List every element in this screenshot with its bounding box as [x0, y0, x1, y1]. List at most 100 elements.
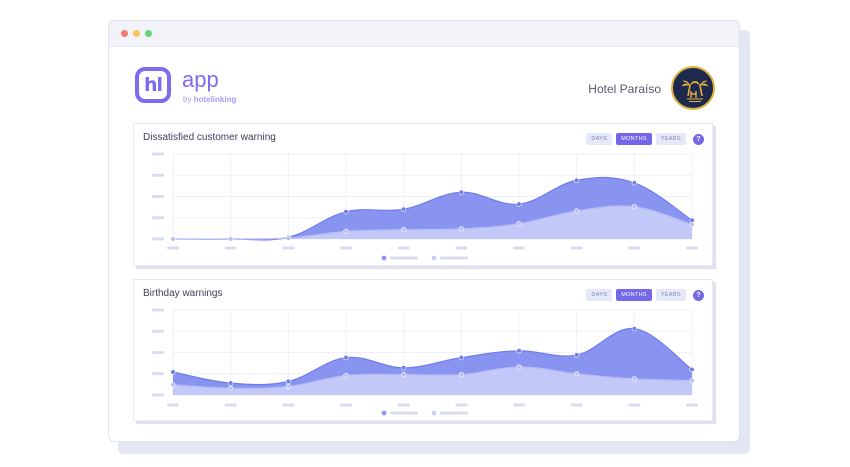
- data-point-s1: [689, 221, 695, 228]
- hotel-avatar[interactable]: [671, 66, 715, 110]
- legend-marker-0: [381, 255, 387, 261]
- series-line-1: [172, 366, 693, 390]
- legend-label-placeholder-0: [390, 411, 418, 415]
- x-tick-placeholder: [340, 246, 352, 250]
- data-point-s0: [458, 354, 464, 361]
- window-minimize-dot[interactable]: [133, 30, 140, 37]
- y-tick-placeholder: [152, 351, 164, 354]
- period-days-button[interactable]: DAYS: [586, 289, 613, 301]
- data-point-s1: [458, 371, 464, 378]
- hotel-palm-logo-icon: [681, 80, 709, 102]
- period-years-button[interactable]: YEARS: [655, 289, 686, 301]
- series-line-1: [172, 205, 693, 240]
- data-point-s1: [401, 227, 407, 233]
- x-tick-placeholder: [455, 403, 468, 407]
- x-tick-placeholder: [686, 403, 698, 407]
- data-point-s1: [516, 221, 522, 227]
- y-tick-placeholder: [152, 308, 164, 312]
- data-point-s1: [343, 228, 349, 234]
- y-tick-placeholder: [152, 393, 164, 397]
- x-tick-placeholder: [167, 246, 179, 250]
- legend-label-placeholder-0: [390, 256, 418, 260]
- data-point-s0: [631, 180, 637, 186]
- data-point-s0: [343, 354, 349, 361]
- x-tick-placeholder: [686, 246, 698, 250]
- data-point-s0: [516, 201, 522, 207]
- x-tick-placeholder: [224, 403, 237, 407]
- data-point-s1: [458, 226, 464, 232]
- data-point-s0: [574, 352, 580, 358]
- chart-title: Birthday warnings: [143, 288, 223, 299]
- data-point-s1: [170, 236, 176, 242]
- data-point-s0: [516, 348, 522, 354]
- chart-title: Dissatisfied customer warning: [143, 132, 276, 143]
- x-tick-placeholder: [397, 403, 410, 407]
- period-months-button[interactable]: MONTHS: [616, 289, 652, 301]
- legend-marker-1: [431, 255, 437, 261]
- x-tick-placeholder: [628, 246, 641, 250]
- help-icon[interactable]: ?: [693, 289, 704, 301]
- data-point-s0: [401, 365, 407, 371]
- app-header: hl app by hotelinking Hotel Paraíso: [109, 47, 739, 121]
- data-point-s1: [228, 236, 234, 242]
- chart-card-birthday: Birthday warnings DAYS MONTHS YEARS ?: [133, 279, 713, 421]
- x-tick-placeholder: [570, 246, 583, 250]
- app-logo-name: app: [182, 67, 219, 92]
- period-selector: DAYS MONTHS YEARS ?: [586, 133, 704, 145]
- window-close-dot[interactable]: [121, 30, 128, 37]
- x-tick-placeholder: [224, 246, 237, 250]
- data-point-s1: [285, 383, 291, 390]
- y-tick-placeholder: [152, 152, 164, 156]
- x-tick-placeholder: [455, 246, 468, 250]
- area-chart-birthday: [152, 308, 698, 416]
- y-tick-placeholder: [152, 216, 164, 220]
- window-maximize-dot[interactable]: [145, 30, 152, 37]
- chart-card-dissatisfied: Dissatisfied customer warning DAYS MONTH…: [133, 123, 713, 266]
- period-days-button[interactable]: DAYS: [586, 133, 613, 145]
- x-tick-placeholder: [513, 403, 525, 407]
- logo-by-text: by: [183, 95, 192, 104]
- data-point-s1: [631, 204, 637, 210]
- hotel-name: Hotel Paraíso: [588, 82, 661, 96]
- help-icon[interactable]: ?: [693, 133, 704, 145]
- data-point-s1: [516, 364, 522, 370]
- browser-window: hl app by hotelinking Hotel Paraíso: [108, 20, 740, 442]
- data-point-s0: [631, 326, 637, 332]
- data-point-s0: [401, 206, 407, 212]
- legend-label-placeholder-1: [440, 411, 468, 415]
- data-point-s0: [285, 378, 291, 384]
- series-line-0: [172, 176, 693, 241]
- period-years-button[interactable]: YEARS: [655, 133, 686, 145]
- data-point-s1: [285, 235, 291, 241]
- x-tick-placeholder: [628, 403, 641, 407]
- x-tick-placeholder: [397, 246, 410, 250]
- data-point-s0: [343, 209, 349, 215]
- y-tick-placeholder: [152, 173, 164, 177]
- x-tick-placeholder: [340, 403, 352, 407]
- x-tick-placeholder: [282, 246, 295, 250]
- app-logo-mark[interactable]: hl: [135, 67, 171, 103]
- y-tick-placeholder: [152, 372, 164, 376]
- y-tick-placeholder: [152, 195, 164, 198]
- data-point-s0: [574, 177, 580, 183]
- y-tick-placeholder: [152, 237, 164, 241]
- data-point-s0: [689, 366, 695, 373]
- data-point-s0: [689, 217, 695, 223]
- y-tick-placeholder: [152, 329, 164, 333]
- period-months-button[interactable]: MONTHS: [616, 133, 652, 145]
- legend-marker-1: [431, 410, 437, 416]
- data-point-s1: [228, 385, 234, 391]
- period-selector: DAYS MONTHS YEARS ?: [586, 289, 704, 301]
- area-chart-dissatisfied: [152, 152, 698, 261]
- window-titlebar: [109, 21, 739, 47]
- data-point-s1: [574, 371, 580, 377]
- series-line-0: [172, 328, 693, 386]
- x-tick-placeholder: [282, 403, 295, 407]
- x-tick-placeholder: [167, 403, 179, 407]
- series-area-1: [173, 366, 692, 395]
- data-point-s1: [574, 208, 580, 214]
- data-point-s1: [689, 377, 695, 384]
- legend-label-placeholder-1: [440, 256, 468, 260]
- x-tick-placeholder: [570, 403, 583, 407]
- data-point-s1: [631, 376, 637, 382]
